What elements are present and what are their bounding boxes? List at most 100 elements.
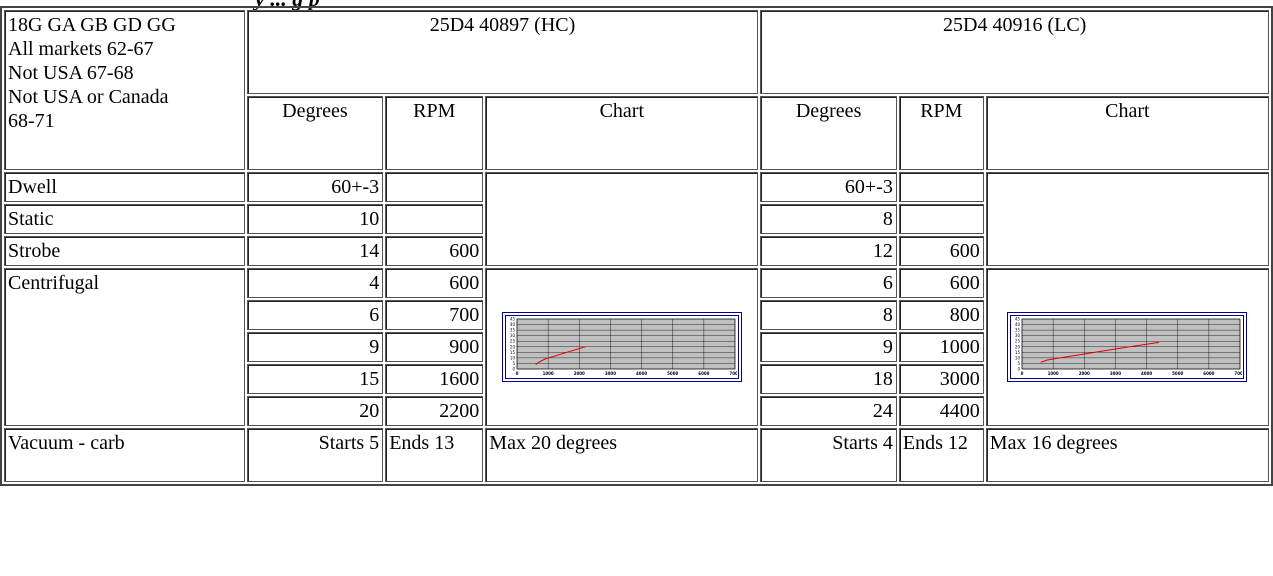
hc-centrifugal-rpm: 600 [385, 268, 484, 298]
lc-strobe-degrees: 12 [760, 236, 897, 266]
y-tick-label: 35 [510, 328, 516, 333]
model-line: 68-71 [8, 110, 55, 132]
x-tick-label: 2000 [1079, 371, 1090, 376]
x-tick-label: 7000 [729, 371, 737, 376]
y-tick-label: 45 [1015, 317, 1021, 322]
model-info-cell: 18G GA GB GD GG All markets 62-67 Not US… [4, 10, 245, 170]
lc-static-rpm [898, 204, 984, 234]
hc-centrifugal-rpm: 1600 [385, 364, 484, 394]
hc-centrifugal-rpm: 2200 [385, 396, 484, 426]
y-tick-label: 30 [510, 333, 516, 338]
hc-dwell-degrees: 60+-3 [246, 172, 384, 202]
hc-advance-chart-cell: 0 5 10 15 20 25 30 35 40 45 0 1000 2000 3000 4000 5000 6… [485, 268, 759, 426]
y-tick-label: 20 [1015, 344, 1021, 349]
lc-centrifugal-degrees: 24 [760, 396, 897, 426]
row-label-dwell: Dwell [4, 172, 245, 202]
plot-area [1022, 318, 1241, 370]
hc-centrifugal-degrees: 15 [246, 364, 384, 394]
x-tick-label: 3000 [605, 371, 616, 376]
lc-dwell-rpm [898, 172, 984, 202]
lc-advance-chart: 0 5 10 15 20 25 30 35 40 45 0 1000 2000 3000 4000 5000 6… [1007, 312, 1248, 382]
y-tick-label: 20 [510, 344, 516, 349]
x-tick-label: 4000 [636, 371, 647, 376]
lc-centrifugal-rpm: 800 [898, 300, 984, 330]
hc-centrifugal-degrees: 20 [246, 396, 384, 426]
y-tick-label: 10 [510, 355, 516, 360]
x-tick-label: 5000 [667, 371, 678, 376]
hc-static-rpm [385, 204, 484, 234]
hc-centrifugal-degrees: 4 [246, 268, 384, 298]
lc-advance-chart-cell: 0 5 10 15 20 25 30 35 40 45 0 1000 2000 3000 4000 5000 6… [985, 268, 1269, 426]
hc-static-degrees: 10 [246, 204, 384, 234]
x-tick-label: 4000 [1141, 371, 1152, 376]
col-rpm-hc: RPM [385, 96, 484, 170]
lc-static-degrees: 8 [760, 204, 897, 234]
x-tick-label: 2000 [574, 371, 585, 376]
hc-centrifugal-degrees: 9 [246, 332, 384, 362]
distributor-hc-header: 25D4 40897 (HC) [246, 10, 759, 94]
hc-centrifugal-rpm: 700 [385, 300, 484, 330]
lc-centrifugal-degrees: 9 [760, 332, 897, 362]
col-chart-lc: Chart [985, 96, 1269, 170]
lc-strobe-rpm: 600 [898, 236, 984, 266]
model-line: 18G GA GB GD GG [8, 14, 176, 36]
row-label-static: Static [4, 204, 245, 234]
lc-vacuum-start: Starts 4 [760, 428, 897, 482]
distributor-lc-header: 25D4 40916 (LC) [760, 10, 1269, 94]
hc-chart-empty [485, 172, 759, 266]
x-tick-label: 6000 [698, 371, 709, 376]
ignition-spec-table: 18G GA GB GD GG All markets 62-67 Not US… [0, 6, 1273, 486]
lc-centrifugal-degrees: 8 [760, 300, 897, 330]
plot-area [516, 318, 736, 370]
x-tick-label: 1000 [1048, 371, 1059, 376]
col-rpm-lc: RPM [898, 96, 984, 170]
row-label-vacuum: Vacuum - carb [4, 428, 245, 482]
hc-vacuum-start: Starts 5 [246, 428, 384, 482]
x-tick-label: 7000 [1235, 371, 1243, 376]
page-title-fragment: y ... g p [255, 0, 320, 12]
y-tick-label: 45 [510, 317, 516, 322]
col-chart-hc: Chart [485, 96, 759, 170]
y-tick-label: 40 [510, 322, 516, 327]
lc-vacuum-end: Ends 12 [898, 428, 984, 482]
x-tick-label: 0 [1021, 371, 1024, 376]
lc-centrifugal-rpm: 3000 [898, 364, 984, 394]
advance-curve-line [535, 346, 586, 365]
y-tick-label: 15 [1015, 350, 1021, 355]
col-degrees-hc: Degrees [246, 96, 384, 170]
hc-dwell-rpm [385, 172, 484, 202]
lc-centrifugal-rpm: 1000 [898, 332, 984, 362]
y-tick-label: 40 [1015, 322, 1021, 327]
advance-curve-line [1040, 341, 1160, 363]
hc-vacuum-max: Max 20 degrees [485, 428, 759, 482]
x-tick-label: 6000 [1204, 371, 1215, 376]
hc-vacuum-end: Ends 13 [385, 428, 484, 482]
x-tick-label: 0 [515, 371, 518, 376]
hc-advance-chart: 0 5 10 15 20 25 30 35 40 45 0 1000 2000 3000 4000 5000 6… [501, 312, 742, 382]
model-line: Not USA 67-68 [8, 62, 134, 84]
model-line: All markets 62-67 [8, 38, 154, 60]
x-tick-label: 5000 [1173, 371, 1184, 376]
col-degrees-lc: Degrees [760, 96, 897, 170]
lc-centrifugal-rpm: 600 [898, 268, 984, 298]
x-tick-label: 1000 [542, 371, 553, 376]
lc-centrifugal-rpm: 4400 [898, 396, 984, 426]
lc-centrifugal-degrees: 6 [760, 268, 897, 298]
lc-centrifugal-degrees: 18 [760, 364, 897, 394]
x-tick-label: 3000 [1110, 371, 1121, 376]
lc-dwell-degrees: 60+-3 [760, 172, 897, 202]
y-tick-label: 5 [512, 361, 515, 366]
hc-centrifugal-degrees: 6 [246, 300, 384, 330]
row-label-strobe: Strobe [4, 236, 245, 266]
y-tick-label: 15 [510, 350, 516, 355]
y-tick-label: 10 [1015, 355, 1021, 360]
hc-centrifugal-rpm: 900 [385, 332, 484, 362]
row-label-centrifugal: Centrifugal [4, 268, 245, 426]
y-tick-label: 25 [510, 339, 516, 344]
y-tick-label: 25 [1015, 339, 1021, 344]
model-line: Not USA or Canada [8, 86, 169, 108]
hc-strobe-rpm: 600 [385, 236, 484, 266]
y-tick-label: 35 [1015, 328, 1021, 333]
